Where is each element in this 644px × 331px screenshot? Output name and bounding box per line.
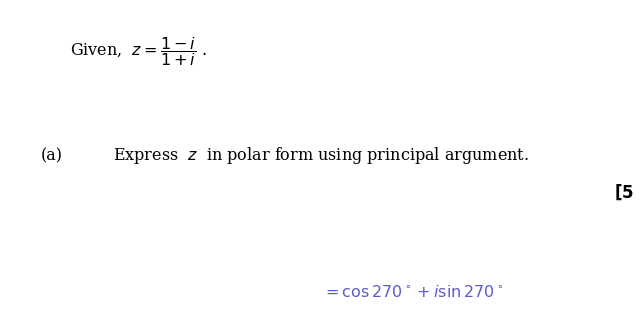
Text: Express  $z$  in polar form using principal argument.: Express $z$ in polar form using principa…	[113, 145, 529, 166]
Text: $= \cos 270^\circ + i\sin 270^\circ$: $= \cos 270^\circ + i\sin 270^\circ$	[322, 284, 504, 302]
Text: $\mathbf{[5}$: $\mathbf{[5}$	[614, 182, 634, 202]
Text: (a): (a)	[41, 147, 62, 164]
Text: Given,  $z = \dfrac{1-i}{1+i}$ .: Given, $z = \dfrac{1-i}{1+i}$ .	[70, 35, 207, 68]
